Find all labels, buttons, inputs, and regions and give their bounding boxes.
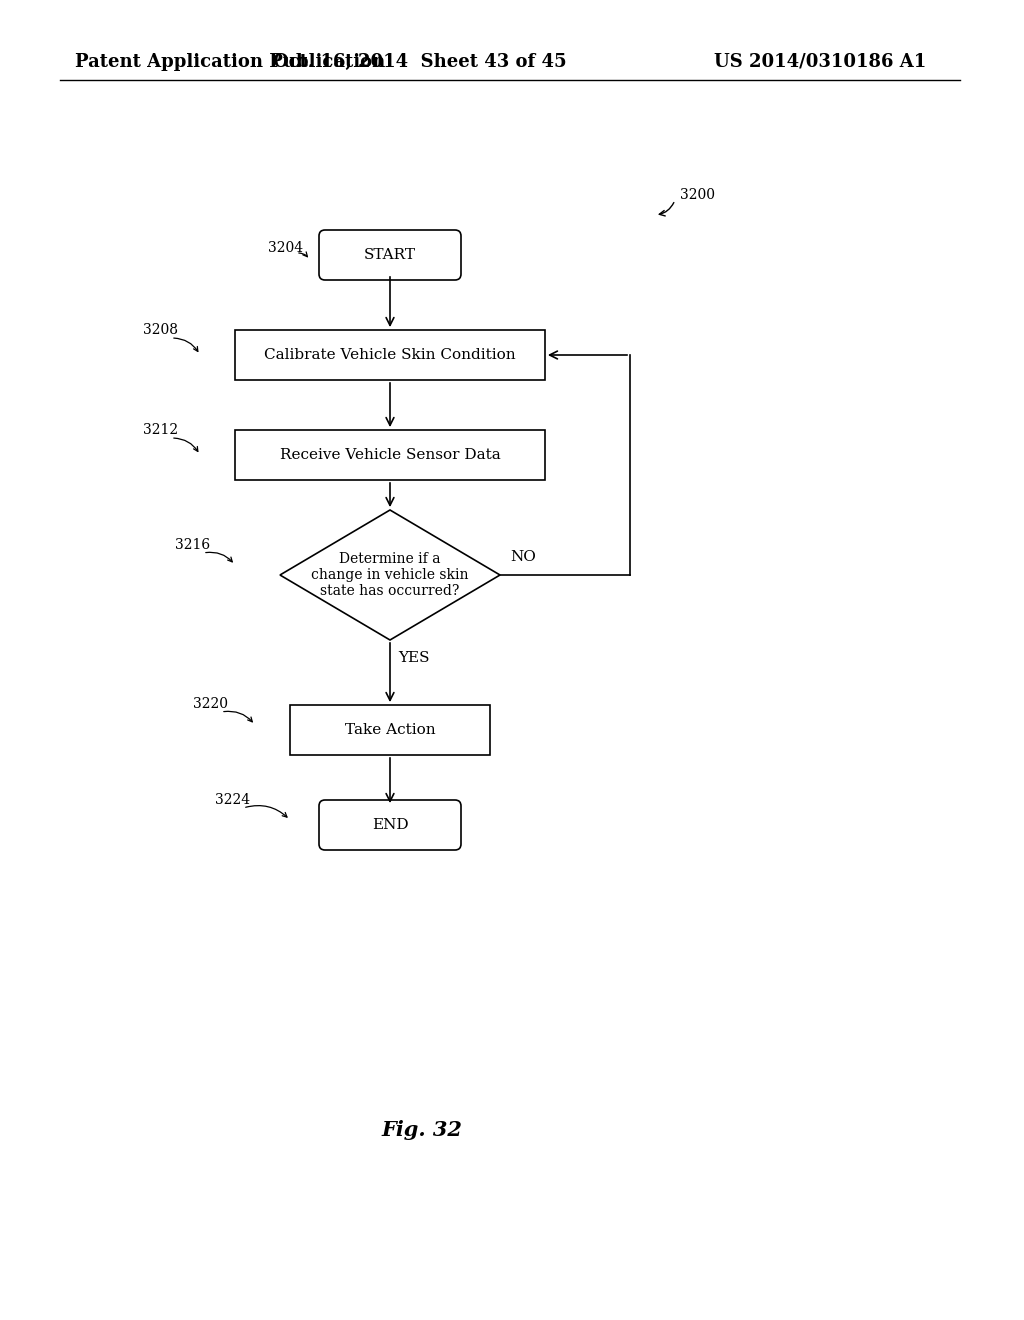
Bar bbox=[234, 330, 545, 380]
Text: US 2014/0310186 A1: US 2014/0310186 A1 bbox=[714, 53, 926, 71]
Text: Calibrate Vehicle Skin Condition: Calibrate Vehicle Skin Condition bbox=[264, 348, 516, 362]
Text: NO: NO bbox=[510, 550, 536, 564]
Text: Patent Application Publication: Patent Application Publication bbox=[75, 53, 385, 71]
Text: 3224: 3224 bbox=[215, 793, 250, 807]
Text: Take Action: Take Action bbox=[345, 723, 435, 737]
Text: 3216: 3216 bbox=[175, 539, 210, 552]
Text: Determine if a
change in vehicle skin
state has occurred?: Determine if a change in vehicle skin st… bbox=[311, 552, 469, 598]
Text: Fig. 32: Fig. 32 bbox=[382, 1119, 463, 1140]
Text: Oct. 16, 2014  Sheet 43 of 45: Oct. 16, 2014 Sheet 43 of 45 bbox=[273, 53, 567, 71]
Bar bbox=[290, 705, 490, 755]
Text: 3212: 3212 bbox=[143, 422, 178, 437]
Text: 3200: 3200 bbox=[680, 187, 715, 202]
Text: YES: YES bbox=[398, 651, 429, 665]
FancyBboxPatch shape bbox=[319, 800, 461, 850]
Text: END: END bbox=[372, 818, 409, 832]
Polygon shape bbox=[280, 510, 500, 640]
Text: Receive Vehicle Sensor Data: Receive Vehicle Sensor Data bbox=[280, 447, 501, 462]
FancyBboxPatch shape bbox=[319, 230, 461, 280]
Text: START: START bbox=[364, 248, 416, 261]
Text: 3204: 3204 bbox=[268, 242, 303, 255]
Text: 3208: 3208 bbox=[143, 323, 178, 337]
Bar bbox=[234, 430, 545, 480]
Text: 3220: 3220 bbox=[193, 697, 228, 711]
